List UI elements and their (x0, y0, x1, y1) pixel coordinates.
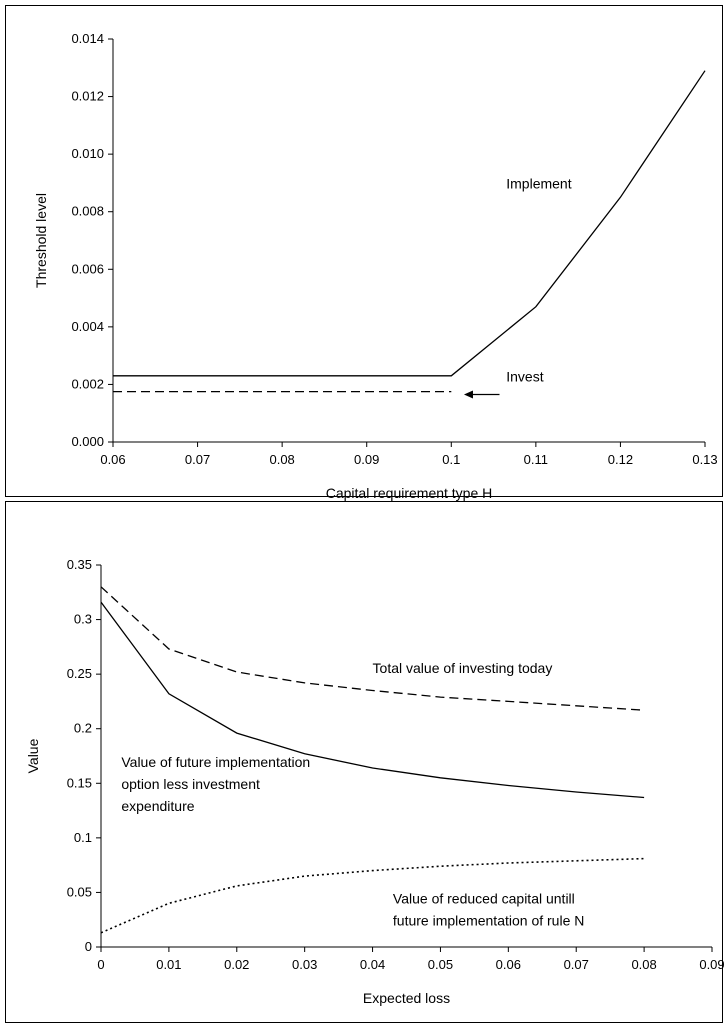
chart2-annotation-text: Total value of investing today (373, 660, 553, 676)
chart2-x-axis-label: Expected loss (363, 990, 450, 1006)
chart1-x-axis-label: Capital requirement type H (326, 485, 493, 501)
chart2-x-tick-label: 0 (97, 957, 104, 972)
chart2-series-line-total-value-of-investing-today (100, 586, 645, 711)
chart2-annotation-text: Value of future implementation (121, 754, 310, 770)
chart2-y-tick-label: 0.05 (67, 884, 92, 899)
chart1-series-line-implement (113, 70, 706, 377)
chart2-y-tick-label: 0.35 (67, 557, 92, 572)
chart2-y-tick-label: 0.15 (67, 775, 92, 790)
value-chart-panel: 0 0.05 0.1 0.15 0.2 0.25 0.3 0.35 0 0.01 0.02 0.03 0… (5, 501, 724, 1023)
chart1-x-tick-label: 0.13 (692, 452, 717, 467)
chart2-annotation-text: expenditure (121, 798, 194, 814)
chart2-x-tick-label: 0.03 (292, 957, 317, 972)
threshold-chart: 0.000 0.002 0.004 0.006 0.008 0.010 0.012 0.014… (33, 31, 718, 501)
chart2-x-tick-label: 0.08 (631, 957, 656, 972)
chart1-x-tick-label: 0.11 (524, 452, 548, 467)
chart2-x-tick-label: 0.04 (360, 957, 385, 972)
chart1-x-tick-label: 0.1 (442, 452, 460, 467)
chart2-x-tick-label: 0.06 (496, 957, 521, 972)
chart1-x-tick-label: 0.12 (608, 452, 633, 467)
chart2-y-tick-label: 0.25 (67, 666, 92, 681)
chart2-series-line-value-of-future-implementation (100, 601, 645, 799)
chart2-y-tick-label: 0.3 (74, 612, 92, 627)
chart2-annotation-text: Value of reduced capital untill (393, 890, 575, 906)
chart2-y-tick-label: 0.2 (74, 721, 92, 736)
chart1-y-tick-label: 0.008 (71, 204, 104, 219)
chart1-y-tick-label: 0.000 (71, 434, 104, 449)
chart1-y-tick-label: 0.002 (71, 376, 104, 391)
chart1-x-tick-label: 0.07 (185, 452, 210, 467)
chart2-x-tick-label: 0.01 (156, 957, 181, 972)
chart2-x-tick-label: 0.09 (699, 957, 724, 972)
threshold-chart-panel: 0.000 0.002 0.004 0.006 0.008 0.010 0.012 0.014… (5, 5, 723, 501)
chart2-annotation-text: option less investment (121, 776, 260, 792)
chart1-y-tick-label: 0.006 (71, 261, 104, 276)
chart2-x-tick-label: 0.05 (428, 957, 453, 972)
chart1-y-axis-label: Threshold level (33, 193, 49, 288)
chart2-annotation-text: future implementation of rule N (393, 912, 584, 928)
chart2-y-tick-label: 0.1 (74, 830, 92, 845)
chart2-y-tick-label: 0 (85, 939, 92, 954)
chart1-arrow-head (463, 390, 473, 399)
chart2-x-tick-label: 0.02 (224, 957, 249, 972)
chart1-y-tick-label: 0.004 (71, 319, 104, 334)
chart2-y-axis-label: Value (25, 738, 41, 773)
chart1-y-tick-label: 0.012 (71, 89, 104, 104)
chart1-y-tick-label: 0.010 (71, 146, 104, 161)
chart1-annotation-text: Invest (506, 369, 543, 385)
value-chart: 0 0.05 0.1 0.15 0.2 0.25 0.3 0.35 0 0.01 0.02 0.03 0… (25, 557, 724, 1006)
chart2-x-tick-label: 0.07 (564, 957, 589, 972)
chart2-series-line-value-of-reduced-capital-until (100, 857, 645, 934)
chart1-y-tick-label: 0.014 (71, 31, 104, 46)
chart1-x-tick-label: 0.06 (100, 452, 125, 467)
chart1-x-tick-label: 0.09 (354, 452, 379, 467)
chart1-annotation-text: Implement (506, 176, 571, 192)
chart1-x-tick-label: 0.08 (269, 452, 294, 467)
